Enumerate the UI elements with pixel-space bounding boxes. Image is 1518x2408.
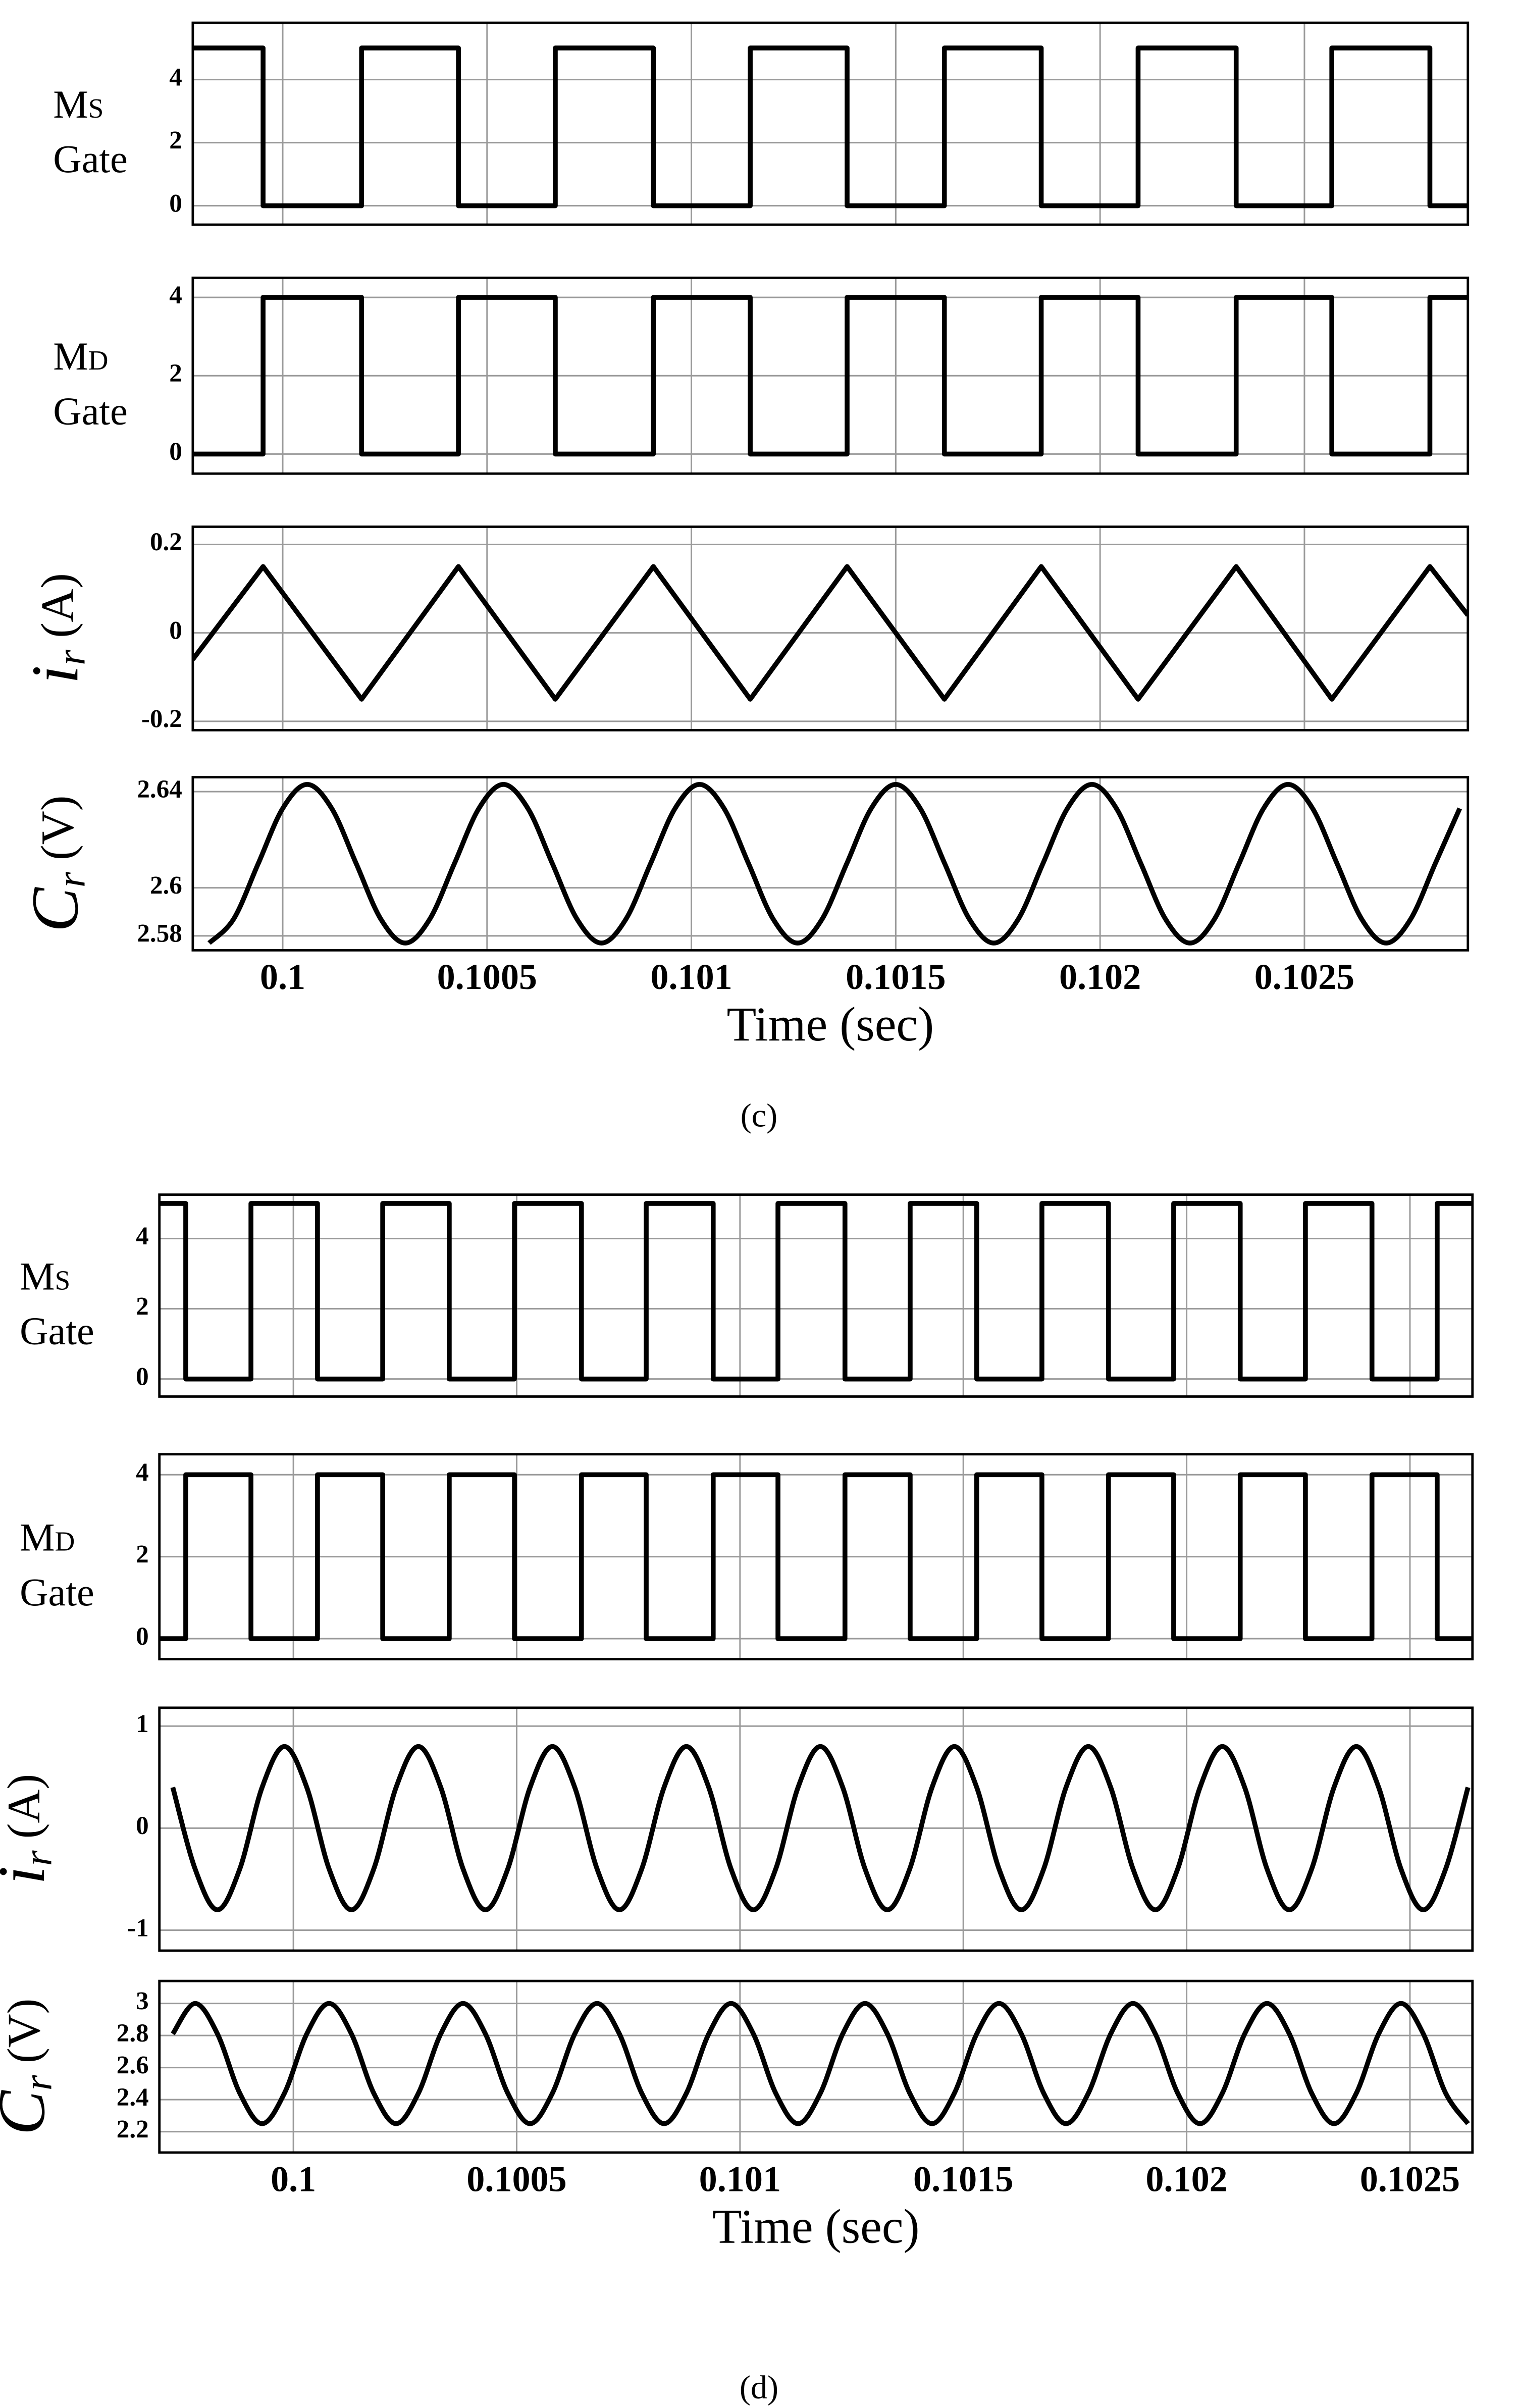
y-axis-label: ir (A) (0, 1774, 61, 1884)
x-tick-label: 0.1 (260, 957, 305, 997)
x-tick-label: 0.1015 (913, 2159, 1013, 2200)
y-tick-label: 2 (136, 1540, 149, 1568)
signal-line (192, 295, 1468, 457)
y-tick-label: 4 (169, 63, 182, 91)
x-axis-label: Time (sec) (726, 997, 934, 1051)
plot-frame (191, 21, 1470, 226)
x-tick-label: 0.1005 (466, 2159, 566, 2200)
x-tick-label: 0.1 (271, 2159, 316, 2200)
y-axis-label: ir (A) (18, 573, 94, 684)
y-tick-label: 2.8 (117, 2019, 149, 2048)
signal-line (159, 1472, 1473, 1641)
y-tick-label: 4 (169, 281, 182, 309)
signal-line (159, 1201, 1473, 1382)
plot-area (159, 1194, 1473, 1397)
y-axis-label: Gate (53, 137, 128, 181)
x-tick-label: 0.102 (1145, 2159, 1227, 2200)
x-tick-label: 0.1025 (1360, 2159, 1460, 2200)
plot-frame (158, 1453, 1474, 1661)
plot-area (192, 527, 1468, 730)
y-axis-label: Cr (V) (18, 796, 94, 932)
caption: (d) (740, 2369, 778, 2406)
y-axis-label: Ms (20, 1254, 70, 1298)
y-axis-label: Gate (20, 1309, 94, 1353)
plot-frame (158, 1193, 1474, 1398)
caption: (c) (741, 1097, 777, 1134)
plot-area (159, 1981, 1473, 2153)
plot-frame (191, 276, 1470, 475)
y-tick-label: 0.2 (150, 528, 182, 556)
y-axis-label: Gate (20, 1570, 94, 1614)
y-tick-label: 0 (136, 1362, 149, 1391)
y-tick-label: 0 (169, 437, 182, 466)
y-tick-label: 2.4 (117, 2083, 149, 2112)
y-tick-label: 2 (136, 1292, 149, 1321)
y-axis-label: Md (53, 334, 108, 378)
x-tick-label: 0.1005 (437, 957, 537, 997)
y-axis-label: Ms (53, 82, 103, 126)
plot-area (159, 1707, 1473, 1951)
y-tick-label: 2 (169, 359, 182, 388)
plot-frame (191, 776, 1470, 952)
x-axis-label: Time (sec) (712, 2199, 920, 2253)
y-axis-label: Gate (53, 389, 128, 433)
y-tick-label: 4 (136, 1458, 149, 1487)
plot-frame (191, 526, 1470, 731)
y-tick-label: 2.2 (117, 2115, 149, 2143)
signal-line (170, 1744, 1471, 1912)
y-tick-label: 2 (169, 126, 182, 154)
plot-frame (158, 1706, 1474, 1952)
y-tick-label: 2.6 (150, 871, 182, 900)
y-tick-label: 1 (136, 1709, 149, 1738)
signal-line (192, 45, 1468, 208)
x-tick-label: 0.101 (650, 957, 732, 997)
x-tick-label: 0.1015 (846, 957, 946, 997)
y-tick-label: 4 (136, 1222, 149, 1250)
y-tick-label: -0.2 (141, 705, 182, 734)
y-tick-label: 0 (136, 1811, 149, 1840)
y-tick-label: 2.58 (137, 919, 182, 948)
plot-area (192, 23, 1468, 225)
plot-frame (158, 1979, 1474, 2154)
y-tick-label: 0 (169, 189, 182, 218)
y-tick-label: 0 (136, 1622, 149, 1651)
y-tick-label: 0 (169, 616, 182, 645)
y-tick-label: 2.6 (117, 2051, 149, 2079)
x-tick-label: 0.102 (1059, 957, 1141, 997)
y-tick-label: 3 (136, 1986, 149, 2015)
y-tick-label: 2.64 (137, 775, 182, 804)
signal-line (192, 564, 1468, 702)
signal-line (171, 2001, 1470, 2126)
y-axis-label: Cr (V) (0, 1999, 61, 2135)
plot-area (192, 777, 1468, 951)
signal-line (207, 782, 1462, 946)
x-tick-label: 0.1025 (1254, 957, 1354, 997)
y-tick-label: -1 (127, 1913, 149, 1942)
x-tick-label: 0.101 (699, 2159, 781, 2200)
y-axis-label: Md (20, 1515, 75, 1559)
